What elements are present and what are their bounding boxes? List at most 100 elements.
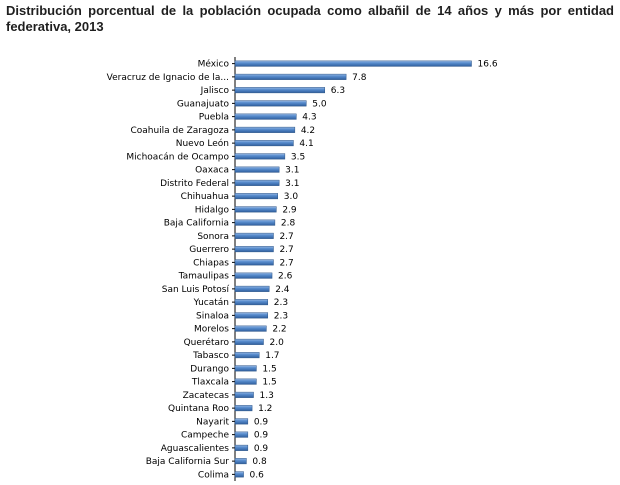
category-label: Michoacán de Ocampo <box>126 152 229 162</box>
category-label: Yucatán <box>193 298 229 308</box>
category-label: Tamaulipas <box>178 272 230 282</box>
value-label: 1.7 <box>265 351 279 361</box>
category-label: Campeche <box>181 431 229 441</box>
bar <box>234 299 269 306</box>
value-label: 2.7 <box>279 232 293 242</box>
category-label: San Luis Potosí <box>162 285 230 295</box>
category-label: Zacatecas <box>183 391 230 401</box>
value-label: 6.3 <box>331 86 345 96</box>
value-label: 0.9 <box>254 417 269 427</box>
chart-title: Distribución porcentual de la población … <box>6 3 614 34</box>
bar <box>234 259 274 266</box>
bar <box>234 325 267 332</box>
category-label: Coahuila de Zaragoza <box>130 126 229 136</box>
value-label: 4.1 <box>299 139 313 149</box>
value-label: 1.3 <box>260 391 274 401</box>
category-label: Querétaro <box>184 337 230 348</box>
bar <box>234 352 260 359</box>
value-label: 1.5 <box>262 364 276 374</box>
value-label: 2.9 <box>282 205 297 215</box>
category-label: Nayarit <box>196 417 229 427</box>
bar <box>234 312 269 319</box>
category-label: Nuevo León <box>176 138 229 149</box>
value-label: 5.0 <box>312 99 327 109</box>
bar <box>234 126 296 133</box>
value-label: 3.5 <box>291 152 305 162</box>
bar <box>234 272 273 279</box>
category-label: Baja California <box>164 219 229 229</box>
bar <box>234 193 278 200</box>
bar <box>234 378 257 385</box>
bar <box>234 113 297 120</box>
bar <box>234 246 274 253</box>
category-label: México <box>198 59 230 70</box>
value-label: 2.7 <box>279 258 293 268</box>
category-label: Morelos <box>194 325 229 335</box>
value-label: 2.4 <box>275 285 290 295</box>
value-label: 0.6 <box>250 470 265 480</box>
category-label: Sonora <box>197 232 229 242</box>
bar <box>234 219 276 226</box>
value-label: 3.1 <box>285 166 299 176</box>
category-label: Sinaloa <box>196 311 229 321</box>
bar <box>234 405 253 412</box>
bar <box>234 232 274 239</box>
category-label: Hidalgo <box>195 205 230 215</box>
bar <box>234 338 264 345</box>
bar <box>234 444 249 451</box>
category-label: Durango <box>190 364 229 374</box>
value-label: 3.1 <box>285 179 299 189</box>
category-label: Veracruz de Ignacio de la... <box>107 73 229 83</box>
bar <box>234 206 277 213</box>
bar <box>234 87 326 94</box>
value-label: 2.0 <box>269 338 284 348</box>
value-label: 2.8 <box>281 219 296 229</box>
value-label: 4.2 <box>301 126 315 136</box>
category-label: Tabasco <box>192 351 229 361</box>
category-label: Guerrero <box>189 245 229 255</box>
category-label: Jalisco <box>200 86 230 96</box>
bar <box>234 391 254 398</box>
bar <box>234 60 472 67</box>
value-label: 2.2 <box>272 325 286 335</box>
category-label: Baja California Sur <box>146 457 230 467</box>
category-label: Chiapas <box>193 258 229 268</box>
bar <box>234 471 244 478</box>
value-label: 0.8 <box>252 457 267 467</box>
bar <box>234 153 286 160</box>
category-label: Oaxaca <box>195 166 229 176</box>
bar <box>234 100 307 107</box>
bar <box>234 140 294 147</box>
value-label: 1.5 <box>262 378 276 388</box>
category-label: Aguascalientes <box>161 444 230 454</box>
value-label: 2.3 <box>274 311 288 321</box>
category-label: Quintana Roo <box>168 404 229 414</box>
bar <box>234 418 249 425</box>
value-label: 2.6 <box>278 272 293 282</box>
value-label: 4.3 <box>302 113 316 123</box>
category-label: Guanajuato <box>177 99 230 109</box>
bar <box>234 166 280 173</box>
bar <box>234 365 257 372</box>
value-label: 0.9 <box>254 431 269 441</box>
category-label: Puebla <box>199 113 229 123</box>
bar <box>234 431 249 438</box>
value-label: 1.2 <box>258 404 272 414</box>
value-label: 0.9 <box>254 444 269 454</box>
bar <box>234 179 280 186</box>
value-label: 2.7 <box>279 245 293 255</box>
bar <box>234 458 247 465</box>
bar <box>234 285 270 292</box>
category-label: Distrito Federal <box>160 179 229 189</box>
category-label: Chihuahua <box>181 192 229 202</box>
value-label: 3.0 <box>284 192 299 202</box>
value-label: 7.8 <box>352 73 367 83</box>
value-label: 16.6 <box>478 60 498 70</box>
bar <box>234 73 347 80</box>
value-label: 2.3 <box>274 298 288 308</box>
bars-group: México 16.6 Veracruz de Ignacio de la... 7.… <box>107 59 498 481</box>
category-label: Tlaxcala <box>191 378 229 388</box>
category-label: Colima <box>198 470 229 480</box>
